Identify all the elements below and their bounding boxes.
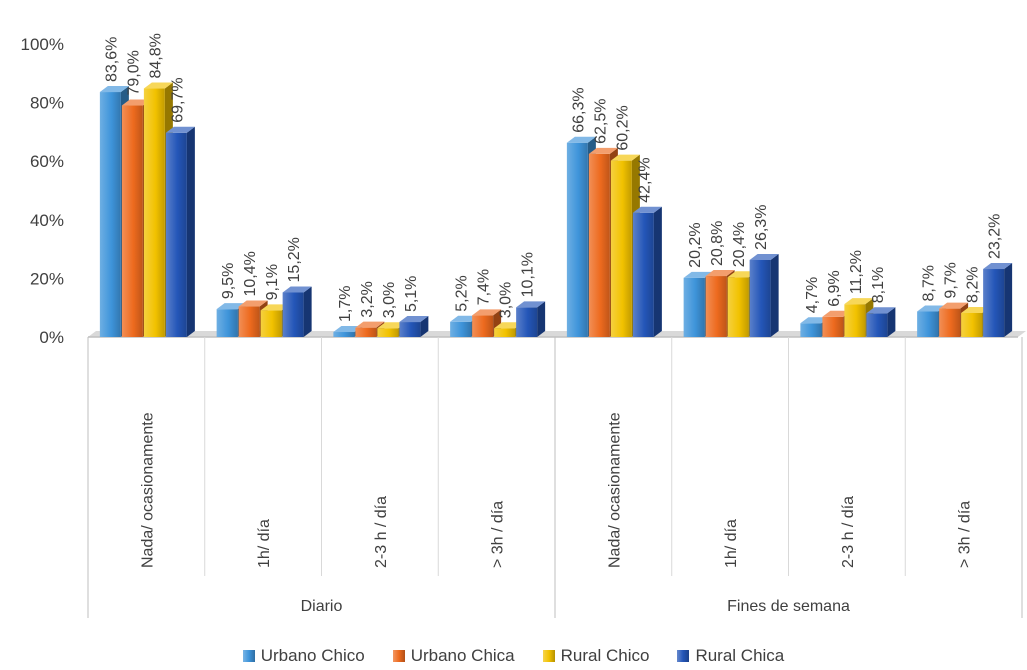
data-label: 84,8% xyxy=(147,33,164,78)
bar xyxy=(282,286,312,337)
legend-swatch xyxy=(542,650,555,662)
data-label: 15,2% xyxy=(286,237,303,282)
y-tick-label: 80% xyxy=(30,94,64,113)
axis-layer: 0% 20% 40% 60% 80% 100% Nada/ ocasionamente 1h/… xyxy=(21,35,1026,618)
y-tick-label: 100% xyxy=(21,35,64,54)
data-label: 10,1% xyxy=(520,252,537,297)
legend-swatch xyxy=(242,650,255,662)
data-label: 8,2% xyxy=(965,267,982,303)
legend-item: Rural Chico xyxy=(542,646,650,666)
bar xyxy=(516,301,546,337)
data-label: 10,4% xyxy=(242,251,259,296)
bar xyxy=(632,206,662,337)
data-label: 3,0% xyxy=(381,282,398,318)
legend-label: Rural Chica xyxy=(695,646,785,665)
data-label: 69,7% xyxy=(169,77,186,122)
category-label: Nada/ ocasionamente xyxy=(606,412,623,568)
y-tick-label: 60% xyxy=(30,152,64,171)
category-label: 1h/ día xyxy=(723,519,740,568)
data-label: 20,4% xyxy=(731,222,748,267)
data-label: 79,0% xyxy=(125,50,142,95)
data-label: 20,2% xyxy=(687,222,704,267)
category-label: Nada/ ocasionamente xyxy=(139,412,156,568)
data-label: 1,7% xyxy=(337,286,354,322)
bar xyxy=(866,307,896,337)
bar xyxy=(399,316,429,337)
data-label: 4,7% xyxy=(804,277,821,313)
data-label: 7,4% xyxy=(476,269,493,305)
data-label: 62,5% xyxy=(592,99,609,144)
data-label: 20,8% xyxy=(709,221,726,266)
data-label: 3,2% xyxy=(359,281,376,317)
category-label: 2-3 h / día xyxy=(840,496,857,568)
group-label: Diario xyxy=(301,598,343,615)
category-label: > 3h / día xyxy=(490,501,507,568)
bar xyxy=(983,263,1013,337)
chart: 0% 20% 40% 60% 80% 100% Nada/ ocasionamente 1h/… xyxy=(21,33,1026,618)
category-label: 2-3 h / día xyxy=(373,496,390,568)
legend-label: Rural Chico xyxy=(560,646,650,665)
bar xyxy=(165,126,195,338)
data-label: 11,2% xyxy=(848,250,865,294)
bars-layer xyxy=(99,82,1013,338)
legend-swatch xyxy=(677,650,690,662)
legend-swatch xyxy=(392,650,405,662)
data-label: 23,2% xyxy=(987,214,1004,259)
category-label: > 3h / día xyxy=(957,501,974,568)
legend-item: Rural Chica xyxy=(677,646,784,666)
data-label: 8,1% xyxy=(870,267,887,303)
legend-item: Urbano Chico xyxy=(242,646,365,666)
data-label: 83,6% xyxy=(103,37,120,82)
data-label: 9,5% xyxy=(220,263,237,299)
labels-layer: 83,6% 79,0% 84,8% 69,7% 9,5% 10,4% 9,1% 15,2% 1,… xyxy=(103,33,1003,322)
legend-label: Urbano Chica xyxy=(410,646,515,665)
data-label: 9,7% xyxy=(943,262,960,298)
y-tick-label: 0% xyxy=(39,328,64,347)
data-label: 5,2% xyxy=(454,275,471,311)
category-label: 1h/ día xyxy=(256,519,273,568)
legend: Urbano Chico Urbano Chica Rural Chico Rural… xyxy=(0,646,1027,666)
data-label: 66,3% xyxy=(570,87,587,132)
data-label: 26,3% xyxy=(753,205,770,250)
legend-label: Urbano Chico xyxy=(260,646,365,665)
data-label: 6,9% xyxy=(826,270,843,306)
y-tick-label: 40% xyxy=(30,211,64,230)
data-label: 9,1% xyxy=(264,264,281,300)
chart-floor xyxy=(88,331,1026,337)
data-label: 3,0% xyxy=(498,282,515,318)
data-label: 60,2% xyxy=(614,105,631,150)
data-label: 5,1% xyxy=(403,276,420,312)
legend-item: Urbano Chica xyxy=(392,646,515,666)
data-label: 42,4% xyxy=(636,157,653,202)
y-tick-label: 20% xyxy=(30,269,64,288)
data-label: 8,7% xyxy=(921,265,938,301)
group-label: Fines de semana xyxy=(727,598,850,615)
bar xyxy=(749,253,779,337)
